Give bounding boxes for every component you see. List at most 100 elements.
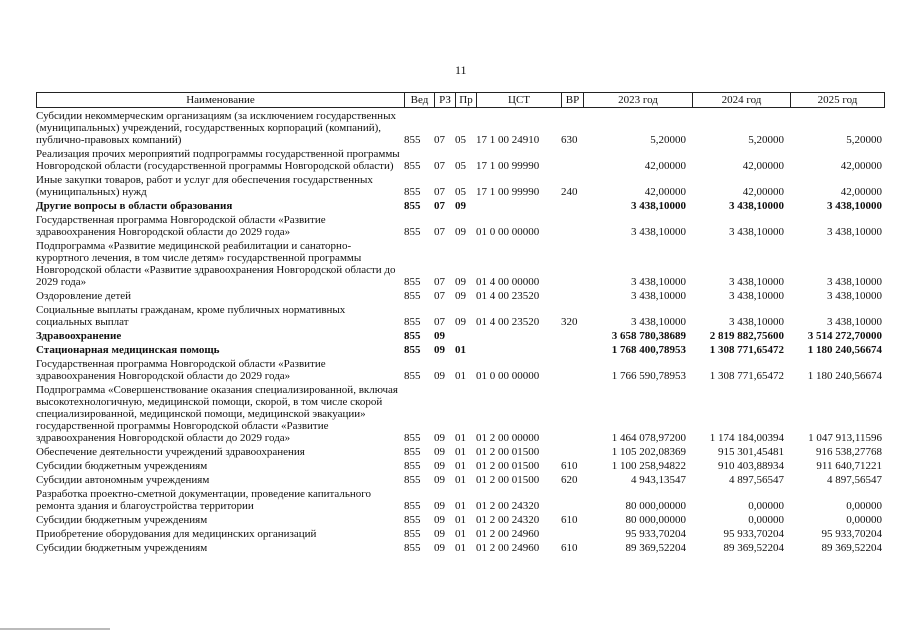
table-row: Приобретение оборудования для медицински…	[36, 528, 886, 540]
table-row: Другие вопросы в области образования 855 0…	[36, 200, 886, 212]
cell-pr: 09	[455, 316, 466, 328]
cell-cst: 01 0 00 00000	[476, 226, 540, 238]
cell-y2024: 89 369,52204	[723, 542, 785, 554]
page-number: 11	[455, 63, 467, 77]
cell-y2024: 0,00000	[748, 500, 784, 512]
cell-cst: 01 4 00 00000	[476, 276, 540, 288]
table-row: Разработка проектно-сметной документации…	[36, 488, 886, 512]
table-row: Обеспечение деятельности учреждений здра…	[36, 446, 886, 458]
cell-pr: 05	[455, 160, 466, 172]
row-name: Субсидии некоммерческим организациям (за…	[36, 110, 396, 146]
table-row: Субсидии бюджетным учреждениям 855 09 01 01 …	[36, 514, 886, 526]
cell-ved: 855	[404, 460, 421, 472]
cell-ved: 855	[404, 474, 421, 486]
cell-y2024: 42,00000	[742, 160, 784, 172]
table-row: Оздоровление детей 855 07 09 01 4 00 23520 3 …	[36, 290, 886, 302]
row-name: Государственная программа Новгородской о…	[36, 214, 326, 238]
row-name: Приобретение оборудования для медицински…	[36, 528, 317, 540]
header-2023: 2023 год	[583, 92, 693, 108]
cell-ved: 855	[404, 226, 421, 238]
row-name: Другие вопросы в области образования	[36, 200, 233, 212]
header-vr: ВР	[561, 92, 584, 108]
table-row: Субсидии бюджетным учреждениям 855 09 01 01 …	[36, 542, 886, 554]
cell-pr: 01	[455, 542, 466, 554]
row-name: Субсидии бюджетным учреждениям	[36, 514, 208, 526]
cell-y2025: 1 047 913,11596	[808, 432, 882, 444]
cell-y2023: 3 658 780,38689	[611, 330, 686, 342]
cell-rz: 09	[434, 474, 445, 486]
row-name: Субсидии автономным учреждениям	[36, 474, 210, 486]
cell-y2023: 89 369,52204	[625, 542, 687, 554]
cell-rz: 09	[434, 542, 445, 554]
row-name: Реализация прочих мероприятий подпрограм…	[36, 148, 400, 172]
cell-y2025: 916 538,27768	[816, 446, 882, 458]
cell-ved: 855	[404, 134, 421, 146]
table-header: Наименование Вед РЗ Пр ЦСТ ВР 2023 год 2…	[36, 92, 886, 108]
cell-y2023: 3 438,10000	[631, 316, 686, 328]
cell-vr: 630	[561, 134, 578, 146]
cell-y2023: 1 766 590,78953	[611, 370, 686, 382]
cell-y2023: 1 768 400,78953	[611, 344, 686, 356]
cell-cst: 01 0 00 00000	[476, 370, 540, 382]
cell-ved: 855	[404, 432, 421, 444]
cell-y2023: 1 105 202,08369	[611, 446, 686, 458]
cell-rz: 09	[434, 500, 445, 512]
cell-cst: 01 2 00 24320	[476, 514, 540, 526]
row-name: Субсидии бюджетным учреждениям	[36, 542, 208, 554]
row-name: Разработка проектно-сметной документации…	[36, 488, 372, 512]
cell-y2023: 1 464 078,97200	[611, 432, 686, 444]
table-row: Здравоохранение 855 09 3 658 780,38689 2 819…	[36, 330, 886, 342]
table-row: Государственная программа Новгородской о…	[36, 214, 886, 238]
cell-rz: 07	[434, 290, 445, 302]
cell-cst: 17 1 00 99990	[476, 160, 540, 172]
cell-cst: 17 1 00 24910	[476, 134, 540, 146]
cell-y2025: 1 180 240,56674	[807, 370, 882, 382]
cell-y2023: 3 438,10000	[631, 276, 686, 288]
cell-rz: 07	[434, 160, 445, 172]
cell-y2024: 0,00000	[748, 514, 784, 526]
cell-y2024: 3 438,10000	[729, 226, 784, 238]
cell-y2024: 1 308 771,65472	[709, 344, 784, 356]
cell-pr: 09	[455, 276, 466, 288]
cell-ved: 855	[404, 528, 421, 540]
cell-y2025: 42,00000	[840, 186, 882, 198]
cell-rz: 07	[434, 134, 445, 146]
budget-table: Наименование Вед РЗ Пр ЦСТ ВР 2023 год 2…	[36, 92, 886, 554]
header-cst: ЦСТ	[476, 92, 562, 108]
cell-y2025: 89 369,52204	[821, 542, 883, 554]
cell-pr: 01	[455, 514, 466, 526]
table-row: Иные закупки товаров, работ и услуг для …	[36, 174, 886, 198]
header-2024: 2024 год	[692, 92, 791, 108]
header-ved: Вед	[404, 92, 435, 108]
cell-y2025: 911 640,71221	[816, 460, 882, 472]
cell-y2024: 1 174 184,00394	[709, 432, 784, 444]
cell-y2025: 3 438,10000	[827, 276, 882, 288]
cell-pr: 01	[455, 344, 466, 356]
cell-y2024: 915 301,45481	[718, 446, 784, 458]
cell-y2023: 3 438,10000	[631, 290, 686, 302]
cell-pr: 01	[455, 500, 466, 512]
cell-y2025: 3 514 272,70000	[807, 330, 882, 342]
row-name: Стационарная медицинская помощь	[36, 344, 220, 356]
table-row: Субсидии некоммерческим организациям (за…	[36, 110, 886, 146]
cell-rz: 09	[434, 330, 445, 342]
cell-y2023: 42,00000	[644, 186, 686, 198]
table-row: Социальные выплаты гражданам, кроме публ…	[36, 304, 886, 328]
cell-rz: 07	[434, 316, 445, 328]
cell-cst: 01 2 00 01500	[476, 446, 540, 458]
row-name: Социальные выплаты гражданам, кроме публ…	[36, 304, 346, 328]
cell-y2023: 95 933,70204	[625, 528, 687, 540]
cell-y2024: 3 438,10000	[729, 290, 784, 302]
table-row: Подпрограмма «Совершенствование оказания…	[36, 384, 886, 444]
cell-y2025: 0,00000	[846, 500, 882, 512]
cell-y2023: 5,20000	[650, 134, 686, 146]
cell-rz: 09	[434, 446, 445, 458]
cell-rz: 07	[434, 226, 445, 238]
cell-y2024: 910 403,88934	[718, 460, 784, 472]
cell-pr: 05	[455, 186, 466, 198]
cell-y2025: 4 897,56547	[827, 474, 882, 486]
cell-pr: 09	[455, 226, 466, 238]
cell-y2025: 42,00000	[840, 160, 882, 172]
cell-y2023: 80 000,00000	[625, 514, 687, 526]
cell-cst: 01 2 00 24960	[476, 528, 540, 540]
